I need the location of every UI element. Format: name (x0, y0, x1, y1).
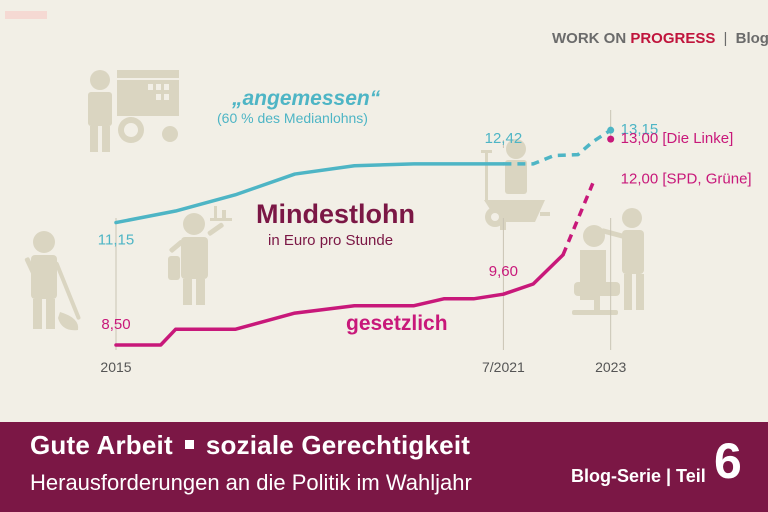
x-tick-label-0: 2015 (100, 359, 131, 375)
value-label-2: 13,15 (621, 121, 659, 138)
series-line-1 (114, 253, 565, 347)
bullet-square-icon (184, 440, 194, 450)
blog-part-number: 6 (714, 433, 742, 489)
gardener-icon (481, 139, 550, 230)
banner: Gute Arbeit soziale Gerechtigkeit Herausf… (0, 422, 768, 512)
chart-subtitle: in Euro pro Stunde (268, 232, 393, 249)
series-layer (114, 126, 615, 347)
marker-angemessen-end (607, 126, 615, 134)
minimum-wage-chart: 2015 7/2021 2023 11,15 12,42 13,15 8,50 9,60 13… (24, 70, 752, 375)
x-axis: 2015 7/2021 2023 (100, 110, 626, 375)
banner-title: Gute Arbeit soziale Gerechtigkeit (30, 430, 470, 461)
street-vendor-icon (88, 70, 179, 152)
series-projection-0 (503, 128, 612, 166)
value-label-6: 12,00 [SPD, Grüne] (621, 170, 752, 187)
brand-separator: | (723, 30, 728, 47)
series-line-0 (114, 162, 506, 225)
banner-title-part1: Gute Arbeit (30, 430, 173, 460)
chart-title: Mindestlohn (256, 199, 415, 229)
value-label-5: 13,00 [Die Linke] (621, 130, 734, 147)
blog-series-label: Blog-Serie | Teil (571, 466, 706, 486)
brand-progress: PROGRESS (630, 30, 716, 47)
series-note-angemessen: (60 % des Medianlohns) (217, 110, 368, 126)
value-label-4: 9,60 (489, 263, 518, 280)
corner-decoration (5, 11, 47, 19)
banner-subtitle: Herausforderungen an die Politik im Wahl… (30, 470, 472, 495)
cleaner-icon (24, 231, 81, 331)
marker-linke (607, 135, 615, 143)
series-label-angemessen: „angemessen“ (231, 87, 381, 110)
brand-work-on: WORK ON (552, 30, 627, 47)
hairdresser-icon (572, 208, 644, 315)
series-label-gesetzlich: gesetzlich (346, 312, 448, 335)
brand-blog: Blog (735, 30, 768, 47)
value-label-1: 12,42 (485, 130, 523, 147)
value-label-3: 8,50 (101, 316, 130, 333)
x-tick-label-2: 2023 (595, 359, 626, 375)
value-label-0: 11,15 (98, 232, 134, 249)
waiter-icon (168, 206, 232, 305)
value-labels: 11,15 12,42 13,15 8,50 9,60 13,00 [Die Linke]… (98, 121, 752, 333)
banner-title-part2: soziale Gerechtigkeit (205, 430, 471, 460)
brand-header[interactable]: WORK ON PROGRESS | Blog (552, 30, 768, 47)
x-tick-label-1: 7/2021 (482, 359, 525, 375)
